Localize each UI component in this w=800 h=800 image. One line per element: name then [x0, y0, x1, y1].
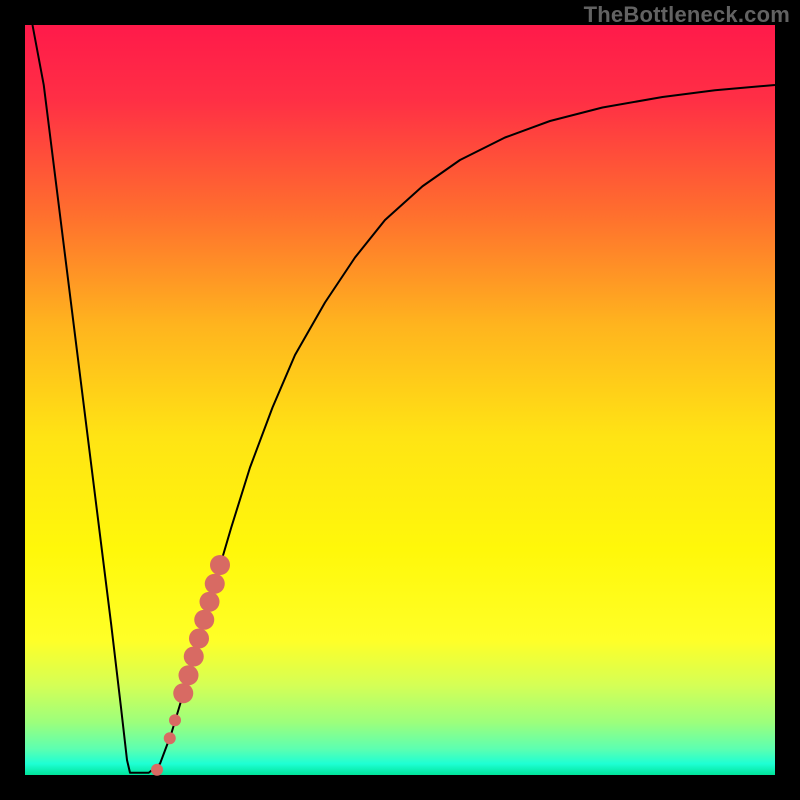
data-marker	[194, 610, 214, 630]
bottleneck-chart-svg	[0, 0, 800, 800]
data-marker	[164, 732, 176, 744]
data-marker	[151, 764, 163, 776]
data-marker	[173, 683, 193, 703]
chart-frame: TheBottleneck.com	[0, 0, 800, 800]
plot-background	[25, 25, 775, 775]
watermark-text: TheBottleneck.com	[584, 2, 790, 28]
data-marker	[200, 592, 220, 612]
data-marker	[210, 555, 230, 575]
data-marker	[169, 714, 181, 726]
data-marker	[205, 574, 225, 594]
data-marker	[179, 665, 199, 685]
data-marker	[189, 629, 209, 649]
data-marker	[184, 647, 204, 667]
